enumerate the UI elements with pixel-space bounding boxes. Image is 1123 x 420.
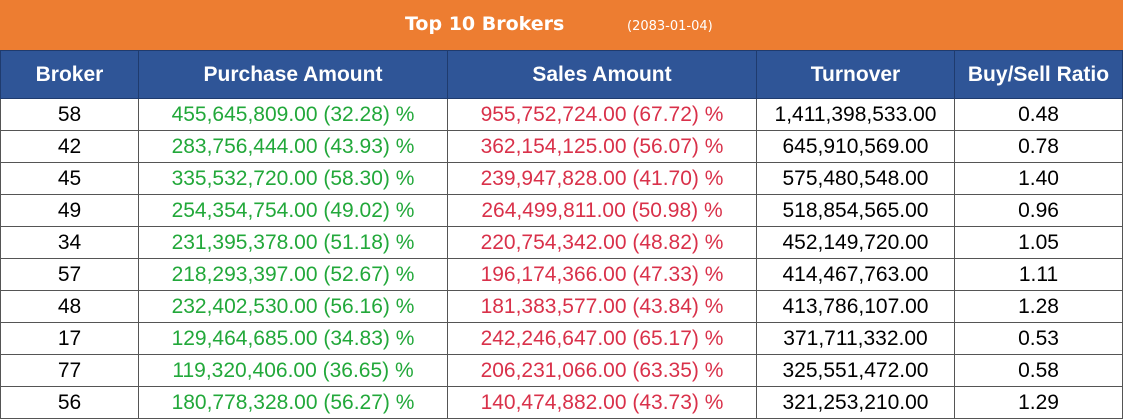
sales-amount-cell: 206,231,066.00 (63.35) % xyxy=(447,354,757,387)
ratio-cell: 1.40 xyxy=(954,162,1123,195)
purchase-amount-cell: 129,464,685.00 (34.83) % xyxy=(138,322,448,355)
ratio-cell: 1.29 xyxy=(954,386,1123,419)
purchase-amount-cell: 218,293,397.00 (52.67) % xyxy=(138,258,448,291)
broker-cell: 42 xyxy=(0,130,139,163)
turnover-cell: 645,910,569.00 xyxy=(756,130,955,163)
table-row: 48 232,402,530.00 (56.16) % 181,383,577.… xyxy=(0,290,1123,323)
sales-amount-cell: 181,383,577.00 (43.84) % xyxy=(447,290,757,323)
ratio-cell: 1.05 xyxy=(954,226,1123,259)
purchase-amount-cell: 254,354,754.00 (49.02) % xyxy=(138,194,448,227)
sales-amount-cell: 239,947,828.00 (41.70) % xyxy=(447,162,757,195)
column-header-purchase-amount: Purchase Amount xyxy=(138,50,448,99)
turnover-cell: 325,551,472.00 xyxy=(756,354,955,387)
turnover-cell: 1,411,398,533.00 xyxy=(756,98,955,131)
broker-cell: 77 xyxy=(0,354,139,387)
purchase-amount-cell: 119,320,406.00 (36.65) % xyxy=(138,354,448,387)
column-header-sales-amount: Sales Amount xyxy=(447,50,757,99)
broker-cell: 57 xyxy=(0,258,139,291)
broker-cell: 45 xyxy=(0,162,139,195)
sales-amount-cell: 362,154,125.00 (56.07) % xyxy=(447,130,757,163)
ratio-cell: 1.11 xyxy=(954,258,1123,291)
ratio-cell: 0.96 xyxy=(954,194,1123,227)
sales-amount-cell: 242,246,647.00 (65.17) % xyxy=(447,322,757,355)
turnover-cell: 518,854,565.00 xyxy=(756,194,955,227)
sales-amount-cell: 220,754,342.00 (48.82) % xyxy=(447,226,757,259)
sales-amount-cell: 955,752,724.00 (67.72) % xyxy=(447,98,757,131)
purchase-amount-cell: 231,395,378.00 (51.18) % xyxy=(138,226,448,259)
table-row: 34 231,395,378.00 (51.18) % 220,754,342.… xyxy=(0,226,1123,259)
purchase-amount-cell: 455,645,809.00 (32.28) % xyxy=(138,98,448,131)
table-row: 45 335,532,720.00 (58.30) % 239,947,828.… xyxy=(0,162,1123,195)
page-title: Top 10 Brokers xyxy=(405,13,565,35)
sales-amount-cell: 264,499,811.00 (50.98) % xyxy=(447,194,757,227)
purchase-amount-cell: 283,756,444.00 (43.93) % xyxy=(138,130,448,163)
table-row: 57 218,293,397.00 (52.67) % 196,174,366.… xyxy=(0,258,1123,291)
column-header-turnover: Turnover xyxy=(756,50,955,99)
table-row: 77 119,320,406.00 (36.65) % 206,231,066.… xyxy=(0,354,1123,387)
sales-amount-cell: 140,474,882.00 (43.73) % xyxy=(447,386,757,419)
broker-cell: 34 xyxy=(0,226,139,259)
sales-amount-cell: 196,174,366.00 (47.33) % xyxy=(447,258,757,291)
ratio-cell: 0.58 xyxy=(954,354,1123,387)
ratio-cell: 1.28 xyxy=(954,290,1123,323)
turnover-cell: 575,480,548.00 xyxy=(756,162,955,195)
table-row: 17 129,464,685.00 (34.83) % 242,246,647.… xyxy=(0,322,1123,355)
broker-cell: 56 xyxy=(0,386,139,419)
ratio-cell: 0.48 xyxy=(954,98,1123,131)
purchase-amount-cell: 232,402,530.00 (56.16) % xyxy=(138,290,448,323)
table-row: 49 254,354,754.00 (49.02) % 264,499,811.… xyxy=(0,194,1123,227)
column-header-buy-sell-ratio: Buy/Sell Ratio xyxy=(954,50,1123,99)
turnover-cell: 413,786,107.00 xyxy=(756,290,955,323)
broker-cell: 58 xyxy=(0,98,139,131)
purchase-amount-cell: 180,778,328.00 (56.27) % xyxy=(138,386,448,419)
broker-cell: 49 xyxy=(0,194,139,227)
turnover-cell: 321,253,210.00 xyxy=(756,386,955,419)
table-row: 56 180,778,328.00 (56.27) % 140,474,882.… xyxy=(0,386,1123,419)
broker-cell: 17 xyxy=(0,322,139,355)
column-header-broker: Broker xyxy=(0,50,139,99)
turnover-cell: 414,467,763.00 xyxy=(756,258,955,291)
table-row: 42 283,756,444.00 (43.93) % 362,154,125.… xyxy=(0,130,1123,163)
broker-cell: 48 xyxy=(0,290,139,323)
header-row: Broker Purchase Amount Sales Amount Turn… xyxy=(0,50,1123,99)
table-row: 58 455,645,809.00 (32.28) % 955,752,724.… xyxy=(0,98,1123,131)
ratio-cell: 0.78 xyxy=(954,130,1123,163)
report-date: (2083-01-04) xyxy=(627,19,713,34)
title-banner: Top 10 Brokers (2083-01-04) xyxy=(0,0,1123,50)
ratio-cell: 0.53 xyxy=(954,322,1123,355)
brokers-table: Broker Purchase Amount Sales Amount Turn… xyxy=(0,50,1123,419)
purchase-amount-cell: 335,532,720.00 (58.30) % xyxy=(138,162,448,195)
turnover-cell: 371,711,332.00 xyxy=(756,322,955,355)
turnover-cell: 452,149,720.00 xyxy=(756,226,955,259)
